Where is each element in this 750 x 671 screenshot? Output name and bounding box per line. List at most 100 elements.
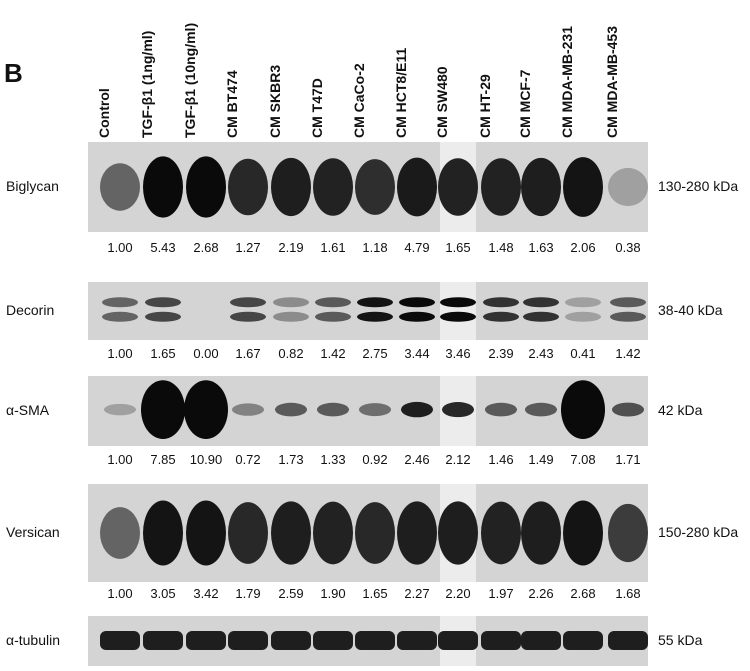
protein-band (481, 631, 521, 650)
protein-band (438, 158, 478, 216)
protein-band (523, 297, 559, 308)
protein-band (230, 297, 266, 308)
protein-band (230, 311, 266, 322)
protein-band (355, 159, 395, 215)
quantification-value: 2.68 (570, 586, 596, 601)
lane-label: TGF-β1 (1ng/ml) (139, 30, 155, 138)
quantification-value: 1.00 (107, 346, 133, 361)
quantification-value: 1.63 (528, 240, 554, 255)
quantification-value: 1.42 (320, 346, 346, 361)
protein-band (563, 157, 603, 217)
quantification-value: 1.42 (615, 346, 641, 361)
protein-band (102, 297, 138, 308)
protein-band (359, 403, 391, 417)
quantification-value: 0.00 (193, 346, 219, 361)
quantification-value: 1.65 (150, 346, 176, 361)
protein-band (440, 311, 476, 322)
panel-label: B (4, 58, 23, 88)
protein-band (100, 507, 140, 559)
protein-band (184, 380, 228, 439)
protein-band (100, 163, 140, 211)
blot-row: Biglycan 130-280 kDa (0, 142, 750, 232)
blot-background (88, 282, 648, 340)
lane-label: CM CaCo-2 (351, 63, 367, 138)
quantification-value: 1.67 (235, 346, 261, 361)
protein-band (483, 311, 519, 322)
quantification-value: 1.18 (362, 240, 388, 255)
lane-label: TGF-β1 (10ng/ml) (182, 22, 198, 138)
protein-band (143, 500, 183, 566)
blot-row: Versican 150-280 kDa (0, 484, 750, 582)
lane-label: CM MDA-MB-453 (604, 26, 620, 138)
protein-band (102, 311, 138, 322)
lane-label: Control (96, 88, 112, 138)
protein-band (521, 631, 561, 650)
lane-label: CM SKBR3 (267, 64, 283, 138)
blot-strip (88, 376, 648, 446)
quantification-row: 1.00 7.85 10.90 0.72 1.73 1.33 0.92 2.46 2.12 1.4… (88, 452, 648, 468)
lane-label: CM MDA-MB-231 (559, 26, 575, 138)
protein-band (355, 502, 395, 564)
quantification-value: 3.44 (404, 346, 430, 361)
protein-band (483, 297, 519, 308)
quantification-value: 1.00 (107, 452, 133, 467)
protein-band (228, 502, 268, 564)
quantification-value: 2.43 (528, 346, 554, 361)
quantification-value: 0.72 (235, 452, 261, 467)
protein-band (357, 297, 393, 308)
quantification-value: 7.08 (570, 452, 596, 467)
quantification-value: 1.73 (278, 452, 304, 467)
protein-label: Versican (6, 524, 60, 540)
quantification-value: 3.05 (150, 586, 176, 601)
protein-band (440, 297, 476, 308)
protein-band (186, 631, 226, 650)
protein-band (273, 311, 309, 322)
protein-band (100, 631, 140, 650)
protein-band (525, 402, 557, 417)
protein-band (228, 631, 268, 650)
quantification-value: 2.39 (488, 346, 514, 361)
lane-label: CM HCT8/E11 (393, 47, 409, 138)
protein-band (612, 402, 644, 417)
protein-label: α-SMA (6, 402, 50, 418)
blot-strip (88, 616, 648, 666)
protein-band (399, 311, 435, 322)
molecular-weight-label: 55 kDa (658, 632, 703, 648)
protein-band (481, 158, 521, 216)
quantification-value: 2.59 (278, 586, 304, 601)
quantification-value: 4.79 (404, 240, 430, 255)
protein-band (610, 311, 646, 322)
protein-band (271, 157, 311, 217)
protein-band (357, 311, 393, 322)
quantification-value: 0.38 (615, 240, 641, 255)
protein-band (104, 403, 136, 416)
protein-band (521, 501, 561, 565)
quantification-value: 7.85 (150, 452, 176, 467)
quantification-value: 1.46 (488, 452, 514, 467)
protein-band (315, 297, 351, 308)
protein-band (315, 311, 351, 322)
quantification-value: 2.26 (528, 586, 554, 601)
protein-band (565, 297, 601, 308)
protein-band (275, 402, 307, 417)
molecular-weight-label: 42 kDa (658, 402, 703, 418)
protein-band (438, 501, 478, 565)
quantification-value: 1.97 (488, 586, 514, 601)
lane-label: CM BT474 (224, 70, 240, 138)
protein-band (145, 311, 181, 322)
protein-band (313, 158, 353, 216)
protein-band (523, 311, 559, 322)
quantification-value: 1.33 (320, 452, 346, 467)
protein-band (273, 297, 309, 308)
blot-strip (88, 142, 648, 232)
protein-band (145, 297, 181, 308)
protein-band (143, 631, 183, 650)
gel-gap (440, 282, 476, 340)
quantification-value: 1.49 (528, 452, 554, 467)
protein-band (397, 157, 437, 217)
protein-band (228, 158, 268, 216)
protein-band (608, 503, 648, 563)
protein-band (313, 501, 353, 565)
protein-band (438, 631, 478, 650)
lane-label: CM SW480 (434, 66, 450, 138)
